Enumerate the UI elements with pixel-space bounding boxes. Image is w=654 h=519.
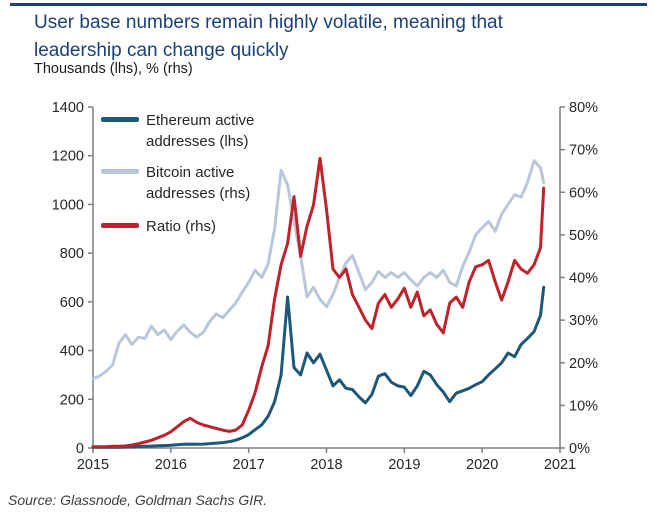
bitcoin-line-swatch — [101, 169, 139, 174]
legend-item-ethereum: Ethereum active addresses (lhs) — [101, 110, 294, 153]
ratio-rhs-line — [91, 156, 546, 449]
left-tick-label: 1200 — [52, 149, 84, 165]
right-tick-label: 60% — [569, 185, 598, 201]
left-tick-label: 400 — [60, 344, 84, 360]
source-note: Source: Glassnode, Goldman Sachs GIR. — [8, 492, 268, 508]
left-tick-label: 800 — [60, 246, 84, 262]
ethereum-active-addresses-lhs-line — [91, 285, 546, 449]
right-tick-label: 20% — [569, 356, 598, 372]
chart-title: User base numbers remain highly volatile… — [34, 12, 503, 61]
x-tick-label: 2020 — [466, 457, 498, 473]
chart-units-subtitle: Thousands (lhs), % (rhs) — [34, 61, 193, 77]
legend-item-ratio: Ratio (rhs) — [101, 216, 294, 237]
right-tick-label: 10% — [569, 398, 598, 414]
x-tick-label: 2018 — [310, 457, 342, 473]
x-tick-label: 2017 — [233, 457, 265, 473]
legend-item-bitcoin: Bitcoin active addresses (rhs) — [101, 162, 294, 205]
legend-label-ratio: Ratio (rhs) — [146, 218, 217, 235]
left-tick-label: 1000 — [52, 197, 84, 213]
right-tick-label: 0% — [569, 441, 590, 457]
x-tick-label: 2016 — [155, 457, 187, 473]
ethereum-line-swatch — [101, 117, 139, 122]
right-tick-label: 30% — [569, 313, 598, 329]
right-tick-label: 40% — [569, 271, 598, 287]
right-tick-label: 80% — [569, 100, 598, 116]
x-tick-label: 2019 — [388, 457, 420, 473]
left-tick-label: 200 — [60, 392, 84, 408]
left-tick-label: 0 — [76, 441, 84, 457]
x-tick-label: 2021 — [544, 457, 576, 473]
x-tick-label: 2015 — [77, 457, 109, 473]
bitcoin-active-addresses-rhs-line — [91, 159, 546, 381]
ratio-line-swatch — [101, 223, 139, 228]
right-tick-label: 50% — [569, 228, 598, 244]
top-rule — [10, 3, 647, 6]
left-tick-label: 1400 — [52, 100, 84, 116]
legend-label-bitcoin: Bitcoin active addresses (rhs) — [146, 164, 251, 203]
left-tick-label: 600 — [60, 295, 84, 311]
right-tick-label: 70% — [569, 143, 598, 159]
legend-label-ethereum: Ethereum active addresses (lhs) — [146, 112, 255, 151]
